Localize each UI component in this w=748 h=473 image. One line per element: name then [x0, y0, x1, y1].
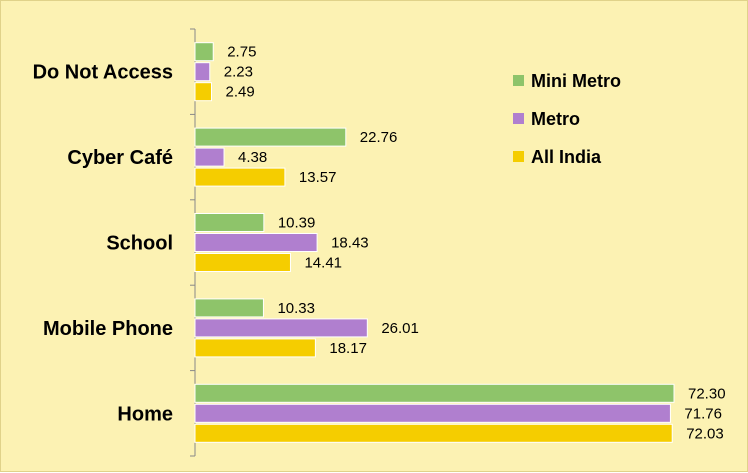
bar-mobile-phone-mini-metro — [194, 298, 264, 318]
legend-label-metro: Metro — [531, 109, 580, 129]
category-label-school: School — [106, 233, 173, 255]
data-label-mobile-phone-mini-metro: 10.33 — [277, 300, 315, 317]
data-label-cyber-cafe-all-india: 13.57 — [299, 169, 337, 186]
data-label-home-all-india: 72.03 — [686, 425, 724, 442]
data-label-mobile-phone-metro: 26.01 — [381, 320, 419, 337]
legend-swatch-metro — [513, 113, 524, 124]
bar-school-metro — [194, 233, 318, 252]
bar-school-all-india — [194, 253, 291, 272]
bar-mobile-phone-metro — [194, 318, 368, 338]
legend-swatch-all-india — [513, 151, 524, 162]
data-label-home-metro: 71.76 — [684, 405, 722, 422]
bar-cyber-cafe-metro — [194, 147, 225, 167]
bar-do-not-access-metro — [194, 62, 211, 82]
legend-label-mini-metro: Mini Metro — [531, 71, 621, 91]
bar-school-mini-metro — [194, 213, 265, 232]
data-label-school-mini-metro: 10.39 — [278, 215, 316, 232]
legend-swatch-mini-metro — [513, 75, 524, 86]
data-label-do-not-access-all-india: 2.49 — [225, 84, 254, 101]
bar-cyber-cafe-mini-metro — [194, 127, 347, 147]
legend-label-all-india: All India — [531, 147, 602, 167]
category-label-do-not-access: Do Not Access — [33, 62, 173, 84]
bar-home-metro — [194, 403, 671, 423]
category-label-home: Home — [117, 403, 173, 425]
bar-do-not-access-all-india — [194, 82, 212, 102]
data-label-cyber-cafe-metro: 4.38 — [238, 149, 267, 166]
data-label-do-not-access-metro: 2.23 — [224, 64, 253, 81]
category-label-mobile-phone: Mobile Phone — [43, 318, 173, 340]
category-label-cyber-cafe: Cyber Café — [67, 147, 173, 169]
data-label-home-mini-metro: 72.30 — [688, 385, 726, 402]
bar-home-mini-metro — [194, 383, 675, 403]
data-label-mobile-phone-all-india: 18.17 — [329, 340, 367, 357]
data-label-cyber-cafe-mini-metro: 22.76 — [360, 129, 398, 146]
bar-do-not-access-mini-metro — [194, 42, 214, 62]
data-label-school-metro: 18.43 — [331, 235, 369, 252]
data-label-school-all-india: 14.41 — [304, 255, 342, 272]
bar-mobile-phone-all-india — [194, 338, 316, 358]
data-label-do-not-access-mini-metro: 2.75 — [227, 44, 256, 61]
bar-home-all-india — [194, 423, 673, 443]
bar-cyber-cafe-all-india — [194, 167, 286, 187]
